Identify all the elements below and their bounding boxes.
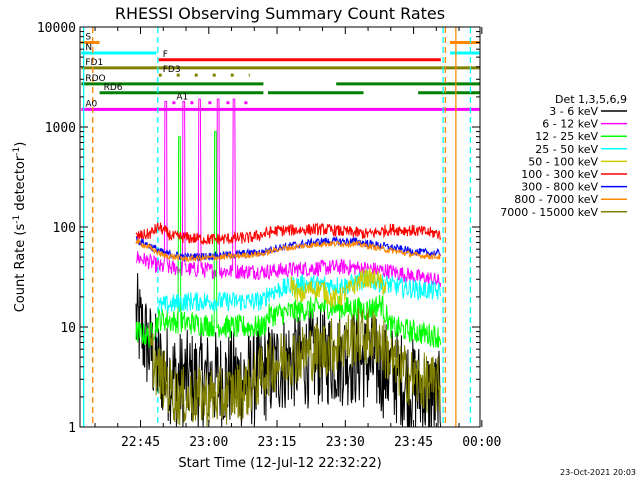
- legend-label: 300 - 800 keV: [521, 181, 598, 194]
- legend-label: 100 - 300 keV: [521, 168, 598, 181]
- flag-label-n: N: [85, 43, 92, 53]
- y-tick-label: 10000: [37, 21, 76, 36]
- y-tick-label: 10: [60, 321, 76, 336]
- plot-region: [79, 26, 481, 428]
- legend-label: 12 - 25 keV: [535, 130, 598, 143]
- legend-title: Det 1,3,5,6,9: [555, 93, 627, 106]
- series-line-25-50-kev: [158, 269, 441, 313]
- x-tick-label: 22:45: [121, 435, 160, 450]
- x-axis-label: Start Time (12-Jul-12 22:32:22): [178, 456, 381, 471]
- flag-label-rdo: RDO: [85, 74, 105, 84]
- legend-label: 25 - 50 keV: [535, 143, 598, 156]
- y-tick-label: 1000: [45, 121, 76, 136]
- legend-label: 800 - 7000 keV: [514, 193, 598, 206]
- flag-label-fd3: FD3: [163, 65, 181, 75]
- chart-title: RHESSI Observing Summary Count Rates: [115, 4, 445, 23]
- y-axis-label: Count Rate (s-1 detector-1): [12, 142, 28, 313]
- y-tick-label: 1: [68, 421, 76, 436]
- legend-label: 3 - 6 keV: [549, 105, 598, 118]
- flag-label-f: F: [163, 50, 168, 60]
- series-line-3-6-kev: [135, 273, 442, 427]
- legend-label: 50 - 100 keV: [528, 155, 598, 168]
- flag-label-a0: A0: [85, 99, 97, 109]
- flag-label-rd6: RD6: [104, 83, 123, 93]
- x-tick-label: 00:00: [462, 435, 501, 450]
- series-line-800-7000-kev: [135, 237, 441, 263]
- x-axis: 22:45 23:00 23:15 23:30 23:45 00:00: [94, 27, 501, 450]
- series-line-50-100-kev: [290, 267, 387, 309]
- legend-label: 7000 - 15000 keV: [500, 206, 598, 219]
- series-line-6-12-kev: [135, 98, 442, 288]
- flag-bars: [81, 40, 480, 111]
- legend-label: 6 - 12 keV: [542, 118, 598, 131]
- series-line-12-25-kev: [135, 131, 442, 348]
- series-lines: [135, 98, 442, 427]
- y-tick-label: 100: [53, 221, 76, 236]
- x-tick-label: 23:00: [189, 435, 228, 450]
- x-tick-label: 23:30: [326, 435, 365, 450]
- y-axis: 1 10 100 1000 10000: [37, 21, 480, 436]
- x-tick-label: 23:15: [257, 435, 296, 450]
- flag-label-fd1: FD1: [85, 58, 103, 68]
- generation-timestamp: 23-Oct-2021 20:03: [560, 468, 636, 477]
- series-line-100-300-kev: [135, 222, 442, 246]
- series-line-7000-15000-kev: [149, 307, 442, 427]
- flag-label-s: S: [85, 32, 91, 42]
- flag-label-a1: A1: [176, 93, 188, 103]
- x-tick-label: 23:45: [394, 435, 433, 450]
